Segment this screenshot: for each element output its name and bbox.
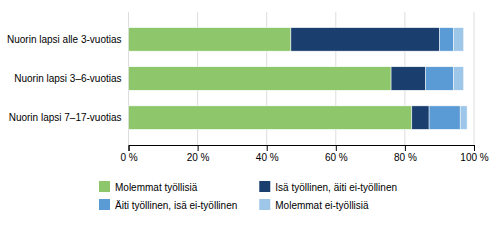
bar [453, 67, 463, 90]
chart-container: 0 % 20 % 40 % 60 % 80 % 100 % Nuorin lapsi all… [0, 0, 496, 245]
legend-item: Äiti työllinen, isä ei-työllinen [99, 199, 237, 211]
bar [391, 67, 426, 90]
tick-label: 40 % [256, 152, 279, 163]
chart-svg: 0 % 20 % 40 % 60 % 80 % 100 % Nuorin lapsi all… [0, 0, 496, 245]
legend-item: Molemmat työllisiä [99, 181, 198, 193]
tick-label: 0 % [120, 152, 137, 163]
x-tick: 60 % [325, 145, 348, 163]
category-tick: Nuorin lapsi 3–6-vuotias [14, 73, 128, 84]
axis-line [129, 146, 474, 152]
x-tick: 100 % [460, 145, 488, 163]
tick-label: Nuorin lapsi 3–6-vuotias [14, 73, 121, 84]
legend-label: Isä työllinen, äiti ei-työllinen [275, 182, 397, 193]
tick-label: 20 % [187, 152, 210, 163]
x-tick: 40 % [256, 145, 279, 163]
x-tick: 0 % [120, 145, 137, 163]
legend-label: Molemmat ei-työllisiä [275, 200, 369, 211]
tick-label: Nuorin lapsi alle 3-vuotias [7, 34, 122, 45]
legend-item: Isä työllinen, äiti ei-työllinen [259, 181, 397, 193]
legend-swatch [259, 199, 270, 210]
tick-mark [405, 145, 406, 151]
x-tick: 80 % [394, 145, 417, 163]
category-axis: Nuorin lapsi alle 3-vuotias Nuorin lapsi … [7, 34, 129, 123]
legend-item: Molemmat ei-työllisiä [259, 199, 369, 211]
category-tick: Nuorin lapsi 7–17-vuotias [9, 112, 129, 123]
legend-label: Äiti työllinen, isä ei-työllinen [115, 200, 237, 211]
x-tick: 20 % [187, 145, 210, 163]
tick-label: Nuorin lapsi 7–17-vuotias [9, 112, 122, 123]
bar [129, 67, 392, 90]
bar [439, 28, 453, 51]
tick-mark [129, 145, 130, 151]
bars [129, 28, 468, 130]
tick-label: 100 % [460, 152, 488, 163]
grid [129, 12, 474, 145]
bar [291, 28, 440, 51]
bar [412, 106, 429, 129]
bar [460, 106, 467, 129]
bar [129, 106, 412, 129]
bar [453, 28, 463, 51]
tick-mark [336, 145, 337, 151]
plot: 0 % 20 % 40 % 60 % 80 % 100 % Nuorin lapsi all… [7, 12, 489, 163]
category-tick: Nuorin lapsi alle 3-vuotias [7, 34, 129, 45]
bar [429, 106, 460, 129]
legend: Molemmat työllisiä Isä työllinen, äiti ei… [99, 181, 397, 211]
tick-label: 80 % [394, 152, 417, 163]
tick-mark [198, 145, 199, 151]
x-axis: 0 % 20 % 40 % 60 % 80 % 100 % [120, 145, 488, 163]
bar [129, 28, 291, 51]
bar [426, 67, 454, 90]
legend-swatch [259, 181, 270, 192]
tick-mark [267, 145, 268, 151]
legend-swatch [99, 199, 110, 210]
tick-mark [474, 145, 475, 151]
grid-line [474, 12, 475, 145]
legend-swatch [99, 181, 110, 192]
legend-label: Molemmat työllisiä [115, 182, 198, 193]
tick-label: 60 % [325, 152, 348, 163]
